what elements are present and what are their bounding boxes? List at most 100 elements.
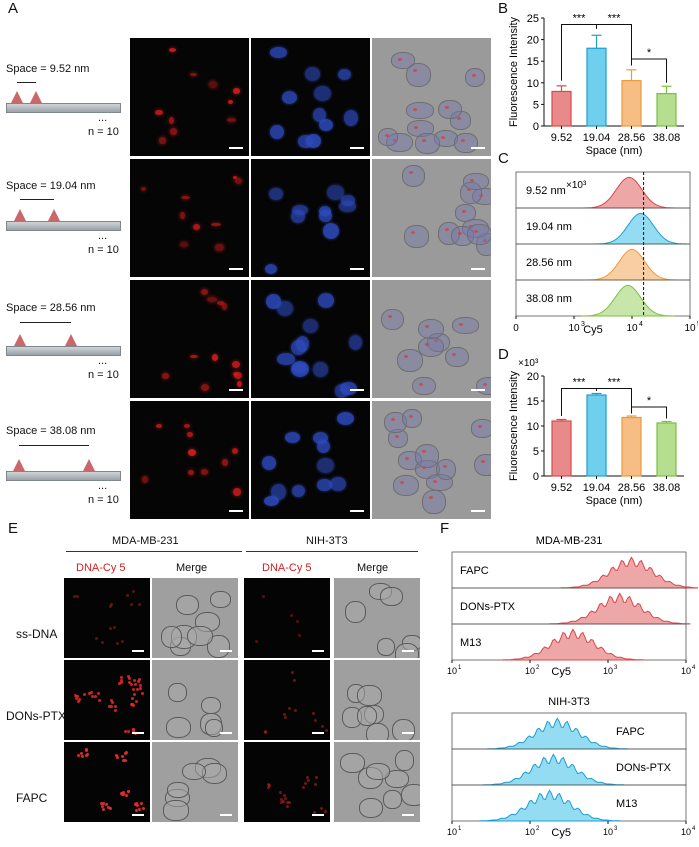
cy5-signal	[211, 222, 221, 227]
cy5-signal	[93, 694, 97, 698]
cy5-signal	[232, 175, 237, 180]
cy5-micrograph	[244, 660, 330, 740]
x-axis-label: Space (nm)	[586, 145, 643, 157]
cell	[405, 63, 432, 87]
y-axis-label: Fluorescence Intensity	[508, 370, 520, 481]
cy5-signal	[209, 81, 218, 88]
x-tick-exponent: 3	[614, 665, 618, 671]
cy5-signal	[384, 133, 389, 137]
cy5-signal	[129, 603, 133, 607]
ligand-marker	[14, 209, 26, 221]
cy5-signal	[320, 806, 324, 810]
nucleus	[271, 484, 287, 500]
cy5-signal	[142, 475, 149, 484]
spacing-bracket	[17, 82, 36, 83]
cy5-signal	[121, 793, 125, 797]
cy5-signal	[228, 100, 234, 105]
cy5-signal	[313, 782, 317, 786]
spacing-bracket	[19, 445, 89, 446]
cy5-signal	[452, 352, 457, 356]
ellipsis: ...	[98, 355, 108, 367]
group-title-nih: NIH-3T3	[306, 535, 348, 547]
cy5-signal	[282, 793, 286, 797]
cy5-signal	[482, 382, 487, 386]
ellipsis: ...	[98, 480, 108, 492]
cy5-signal	[227, 117, 237, 122]
cy5-signal	[429, 496, 434, 500]
cell	[394, 750, 414, 772]
cy5-signal	[129, 682, 133, 686]
cy5-signal	[137, 680, 141, 684]
cy5-signal	[311, 712, 315, 716]
cell	[400, 783, 420, 807]
x-tick-exponent: 4	[692, 826, 696, 832]
cell	[357, 685, 382, 706]
x-tick-exponent: 3	[614, 826, 618, 832]
merge-micrograph	[372, 280, 491, 398]
cy5-signal	[413, 108, 418, 112]
panel-b-bar-chart: 0 5 10 15 20 25 9.52 19.04 28.56 38.08 Space (nm) F…	[508, 12, 684, 157]
ligand-marker	[48, 209, 60, 221]
cy5-signal	[313, 810, 317, 814]
cy5-signal	[179, 241, 188, 247]
cy5-signal	[159, 137, 166, 144]
scale-bar	[132, 814, 144, 816]
significance-marker: *	[647, 47, 652, 59]
scale-bar	[402, 732, 414, 734]
cy5-signal	[155, 423, 163, 428]
cell	[163, 800, 189, 821]
cell	[176, 594, 200, 616]
x-tick-label: 10	[626, 323, 638, 334]
cy5-signal	[424, 324, 429, 328]
col-header-merge: Merge	[176, 562, 208, 574]
bar	[551, 90, 572, 127]
cy5-signal	[263, 730, 267, 734]
nucleus	[319, 118, 334, 131]
cy5-signal	[314, 776, 318, 780]
cy5-signal	[128, 681, 132, 685]
n-label: n = 10	[88, 126, 119, 138]
cy5-micrograph	[130, 159, 249, 277]
cy5-signal	[474, 230, 479, 234]
cy5-signal	[280, 800, 284, 804]
x-tick-exponent: 1	[458, 665, 462, 671]
cy5-signal	[255, 640, 259, 644]
panel-label-a: A	[8, 0, 19, 17]
n-label: n = 10	[88, 494, 119, 506]
cy5-signal	[142, 807, 146, 811]
scale-bar	[312, 650, 324, 652]
bottom-title: NIH-3T3	[548, 696, 590, 708]
cy5-signal	[115, 754, 119, 758]
cell	[204, 718, 223, 737]
nucleus	[327, 185, 345, 201]
x-tick-label: 19.04	[583, 482, 611, 494]
nucleus	[334, 384, 350, 398]
cy5-signal	[267, 784, 271, 788]
cy5-signal	[408, 415, 413, 419]
cy5-signal	[231, 448, 238, 454]
significance-bracket	[596, 23, 632, 66]
cell	[473, 453, 491, 477]
ligand-marker	[83, 459, 95, 471]
y-tick-label: 15	[527, 56, 539, 68]
cy5-signal	[183, 424, 191, 428]
cy5-signal	[217, 300, 224, 306]
histogram-area	[502, 628, 644, 661]
x-tick-label: 28.56	[618, 482, 646, 494]
scale-bar	[132, 732, 144, 734]
cy5-signal	[135, 802, 139, 806]
cy5-signal	[126, 789, 130, 793]
nucleus	[290, 340, 307, 356]
row-label-dons-ptx: DONs-PTX	[6, 709, 66, 723]
cy5-signal	[133, 682, 137, 686]
cy5-signal	[119, 681, 123, 685]
merge-micrograph	[152, 660, 238, 740]
cy5-signal	[459, 323, 464, 327]
cy5-signal	[120, 640, 124, 644]
x-tick-exponent: 2	[536, 665, 540, 671]
significance-bracket	[596, 388, 632, 414]
cy5-signal	[321, 725, 325, 729]
cell	[385, 770, 409, 788]
x-axis-label: Cy5	[551, 827, 571, 839]
merge-micrograph	[372, 38, 491, 156]
